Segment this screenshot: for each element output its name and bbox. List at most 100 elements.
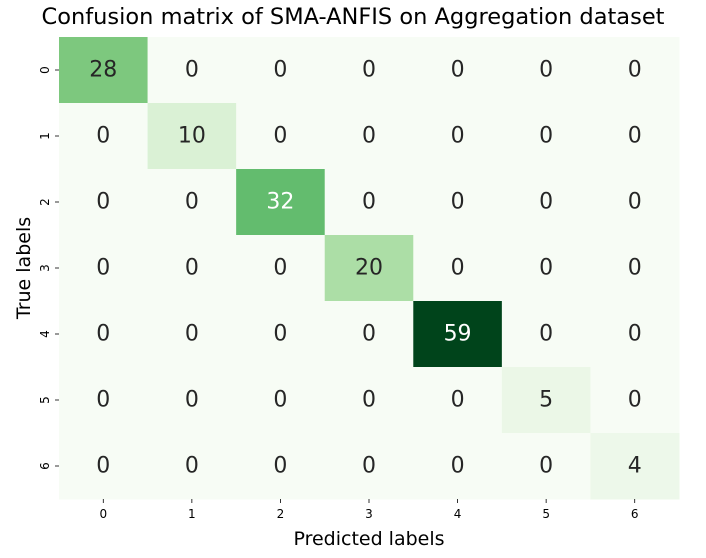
heatmap-cell-0-6 (590, 37, 680, 104)
heatmap-cell-3-0 (59, 235, 149, 302)
heatmap-cell-3-6 (590, 235, 680, 302)
heatmap-cell-1-4 (413, 103, 503, 170)
cell-value-2-3: 0 (362, 190, 376, 215)
heatmap-cell-1-1 (147, 103, 237, 170)
cell-value-1-0: 0 (96, 124, 110, 149)
heatmap-cell-4-6 (590, 301, 680, 368)
cell-value-4-4: 59 (444, 322, 472, 347)
cell-value-5-5: 5 (539, 388, 553, 413)
heatmap-cell-3-5 (501, 235, 591, 302)
heatmap-cell-2-2 (236, 169, 326, 236)
y-tick-label-0: 0 (38, 66, 52, 74)
cell-value-0-4: 0 (451, 58, 465, 83)
cell-value-6-3: 0 (362, 454, 376, 479)
heatmap-cell-5-4 (413, 367, 503, 434)
heatmap-cell-5-5 (501, 367, 591, 434)
heatmap-cell-5-2 (236, 367, 326, 434)
cell-value-0-3: 0 (362, 58, 376, 83)
heatmap-cell-0-1 (147, 37, 237, 104)
y-tick-label-3: 3 (38, 264, 52, 272)
x-axis-label: Predicted labels (293, 528, 444, 550)
cell-value-1-5: 0 (539, 124, 553, 149)
heatmap-cell-1-0 (59, 103, 149, 170)
heatmap-cell-0-3 (324, 37, 414, 104)
heatmap-cell-0-2 (236, 37, 326, 104)
heatmap-cell-6-0 (59, 433, 149, 500)
heatmap-cell-6-3 (324, 433, 414, 500)
x-tick-label-5: 5 (542, 507, 550, 521)
cell-value-1-2: 0 (273, 124, 287, 149)
x-tick-label-1: 1 (188, 507, 196, 521)
cell-value-4-6: 0 (628, 322, 642, 347)
heatmap-cell-2-5 (501, 169, 591, 236)
heatmap-cell-2-3 (324, 169, 414, 236)
heatmap-cell-4-2 (236, 301, 326, 368)
heatmap-cell-4-0 (59, 301, 149, 368)
heatmap-cell-0-0 (59, 37, 149, 104)
cell-value-6-2: 0 (273, 454, 287, 479)
cell-value-2-2: 32 (266, 190, 294, 215)
x-tick-label-3: 3 (365, 507, 373, 521)
y-tick-label-6: 6 (38, 462, 52, 470)
heatmap-cell-4-5 (501, 301, 591, 368)
x-tick-label-2: 2 (277, 507, 285, 521)
cell-value-4-0: 0 (96, 322, 110, 347)
heatmap-cell-5-6 (590, 367, 680, 434)
cell-value-5-1: 0 (185, 388, 199, 413)
cell-value-0-5: 0 (539, 58, 553, 83)
cell-value-6-1: 0 (185, 454, 199, 479)
chart-title: Confusion matrix of SMA-ANFIS on Aggrega… (41, 4, 665, 30)
cell-value-0-2: 0 (273, 58, 287, 83)
heatmap-cell-3-3 (324, 235, 414, 302)
cell-value-5-2: 0 (273, 388, 287, 413)
heatmap-cell-6-6 (590, 433, 680, 500)
cell-value-2-1: 0 (185, 190, 199, 215)
cell-value-5-0: 0 (96, 388, 110, 413)
cell-value-4-2: 0 (273, 322, 287, 347)
cell-value-3-1: 0 (185, 256, 199, 281)
cell-value-5-6: 0 (628, 388, 642, 413)
cell-value-6-5: 0 (539, 454, 553, 479)
x-tick-label-0: 0 (99, 507, 107, 521)
y-axis-ticks: 0 1 2 3 4 5 6 (38, 66, 59, 470)
heatmap-cell-5-0 (59, 367, 149, 434)
x-tick-label-6: 6 (631, 507, 639, 521)
heatmap-cell-4-3 (324, 301, 414, 368)
heatmap-cell-4-1 (147, 301, 237, 368)
heatmap-cell-3-4 (413, 235, 503, 302)
heatmap-cell-5-1 (147, 367, 237, 434)
cell-value-5-4: 0 (451, 388, 465, 413)
cell-value-3-6: 0 (628, 256, 642, 281)
cell-value-0-6: 0 (628, 58, 642, 83)
heatmap-cells: 28 0 0 0 0 0 0 0 10 0 0 0 0 0 0 0 32 0 0 0 0 0 0 0 20 0 0 0 0 0 0 0 59 0 0… (59, 37, 680, 500)
y-tick-label-1: 1 (38, 132, 52, 140)
y-tick-label-5: 5 (38, 396, 52, 404)
cell-value-3-5: 0 (539, 256, 553, 281)
heatmap-cell-2-6 (590, 169, 680, 236)
cell-value-4-5: 0 (539, 322, 553, 347)
cell-value-3-4: 0 (451, 256, 465, 281)
cell-value-5-3: 0 (362, 388, 376, 413)
heatmap-cell-1-5 (501, 103, 591, 170)
y-tick-label-4: 4 (38, 330, 52, 338)
cell-value-6-0: 0 (96, 454, 110, 479)
x-tick-label-4: 4 (454, 507, 462, 521)
heatmap-cell-3-2 (236, 235, 326, 302)
heatmap-cell-6-5 (501, 433, 591, 500)
cell-value-3-0: 0 (96, 256, 110, 281)
heatmap-cell-1-3 (324, 103, 414, 170)
heatmap-cell-1-2 (236, 103, 326, 170)
cell-value-2-4: 0 (451, 190, 465, 215)
y-tick-label-2: 2 (38, 198, 52, 206)
cell-value-2-6: 0 (628, 190, 642, 215)
cell-value-1-4: 0 (451, 124, 465, 149)
cell-value-1-1: 10 (178, 124, 206, 149)
heatmap-cell-3-1 (147, 235, 237, 302)
heatmap-cell-4-4 (413, 301, 503, 368)
heatmap-cell-6-1 (147, 433, 237, 500)
cell-value-3-2: 0 (273, 256, 287, 281)
heatmap-cell-0-5 (501, 37, 591, 104)
cell-value-1-3: 0 (362, 124, 376, 149)
cell-value-4-3: 0 (362, 322, 376, 347)
